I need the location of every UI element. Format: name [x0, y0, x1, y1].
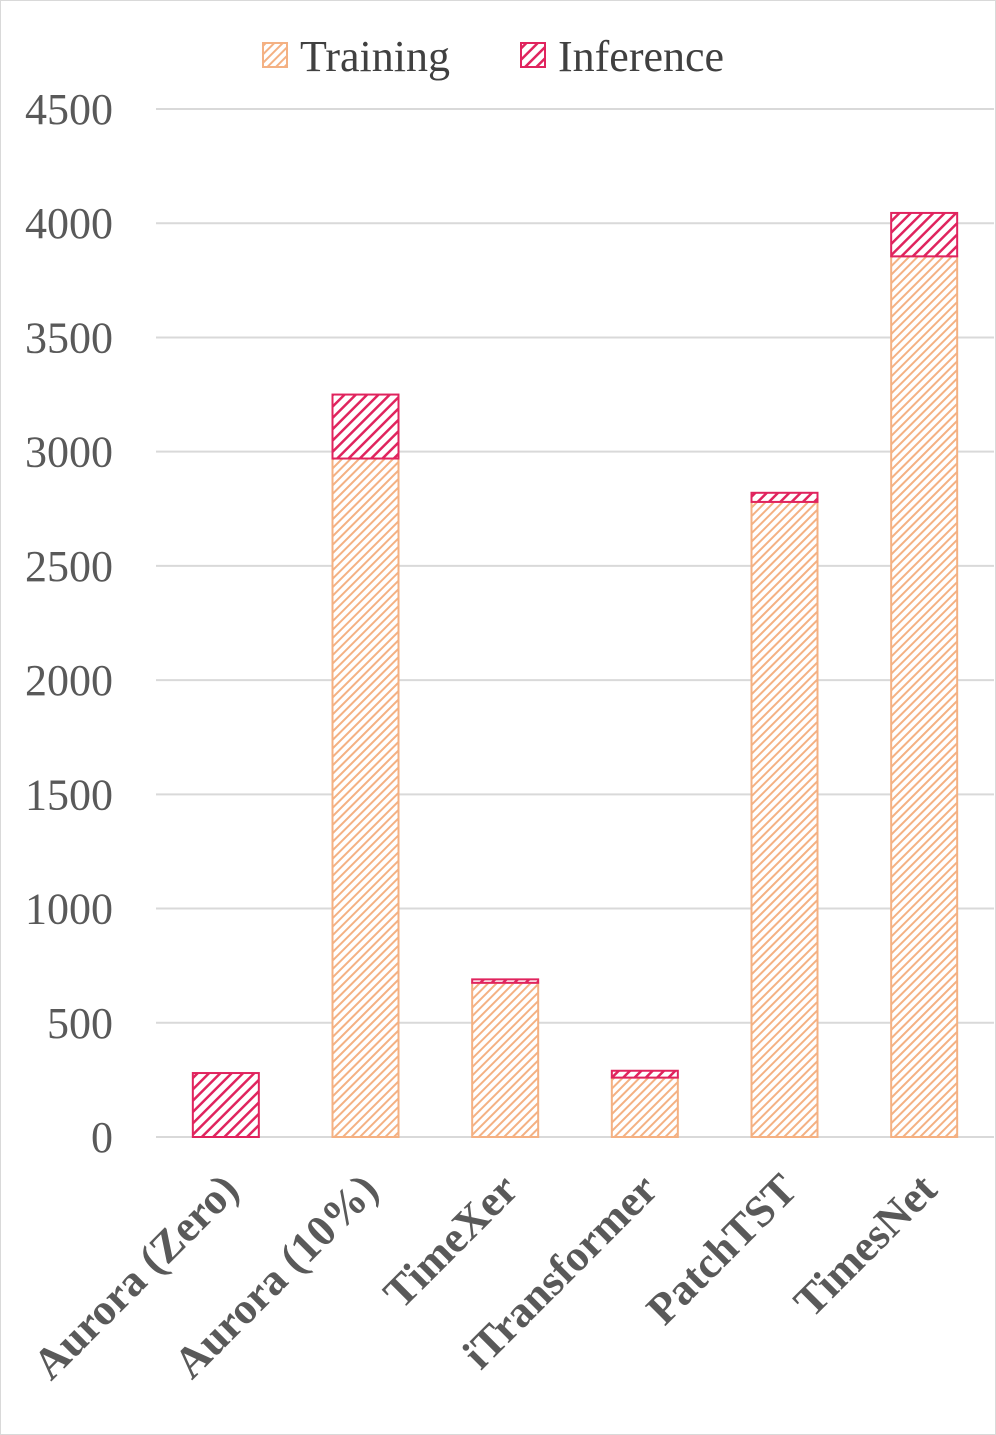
bar-inference-0 [191, 1072, 260, 1138]
bar-training-3 [610, 1076, 679, 1139]
bar-training-1 [331, 457, 400, 1138]
bar-inference-2 [471, 978, 540, 984]
bar-inference-5 [890, 211, 959, 258]
y-axis-ticks: 0 500 1000 1500 2000 2500 3000 3500 4000 4500 [25, 85, 113, 1162]
legend-label-training: Training [300, 32, 450, 81]
y-tick-label: 3000 [25, 428, 113, 477]
y-tick-label: 1000 [25, 885, 113, 934]
bars [191, 211, 959, 1139]
x-category-label: PatchTST [637, 1164, 806, 1333]
legend-swatch-inference [520, 42, 546, 68]
bar-inference-3 [610, 1069, 679, 1079]
y-tick-label: 2000 [25, 656, 113, 705]
x-axis-labels: Aurora (Zero)Aurora (10%)TimeXeriTransfo… [23, 1164, 946, 1389]
x-category-label: TimesNet [784, 1164, 946, 1326]
bar-training-5 [890, 255, 959, 1138]
legend-swatch-training [262, 42, 288, 68]
bar-inference-1 [331, 393, 400, 460]
gridlines [156, 108, 994, 1138]
legend-label-inference: Inference [558, 32, 724, 81]
legend: Training Inference [262, 32, 724, 81]
y-tick-label: 4500 [25, 85, 113, 134]
y-tick-label: 500 [47, 999, 113, 1048]
y-tick-label: 1500 [25, 770, 113, 819]
y-tick-label: 3500 [25, 313, 113, 362]
bar-inference-4 [750, 491, 819, 503]
bar-training-4 [750, 500, 819, 1138]
bar-training-2 [471, 981, 540, 1138]
y-tick-label: 4000 [25, 199, 113, 248]
y-tick-label: 0 [91, 1113, 113, 1162]
y-tick-label: 2500 [25, 542, 113, 591]
